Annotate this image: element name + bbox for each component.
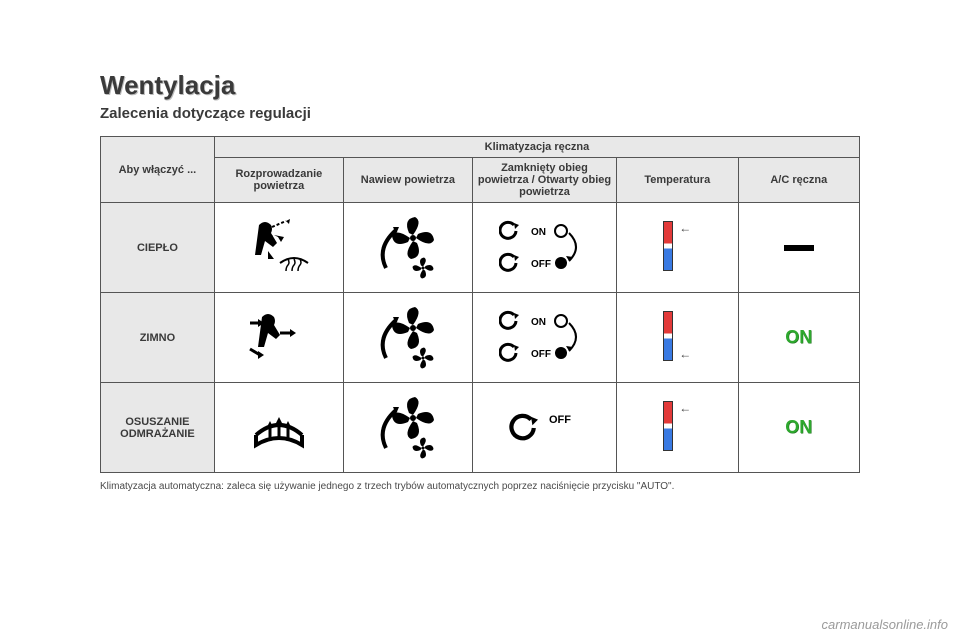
col-flow: Nawiew powietrza — [343, 158, 472, 203]
cold-recirc-icon: ON OFF — [472, 293, 616, 383]
svg-text:ON: ON — [531, 227, 546, 238]
defrost-temp-icon: ← — [617, 383, 738, 473]
row-cold: ZIMNO — [101, 293, 215, 383]
cold-dist-icon — [214, 293, 343, 383]
heat-dist-icon — [214, 203, 343, 293]
svg-text:OFF: OFF — [531, 349, 551, 360]
svg-text:OFF: OFF — [531, 259, 551, 270]
cold-flow-icon — [343, 293, 472, 383]
svg-text:OFF: OFF — [549, 414, 571, 426]
heat-flow-icon — [343, 203, 472, 293]
footnote: Klimatyzacja automatyczna: zaleca się uż… — [100, 481, 860, 492]
row-heat: CIEPŁO — [101, 203, 215, 293]
defrost-flow-icon — [343, 383, 472, 473]
page-subtitle: Zalecenia dotyczące regulacji — [100, 105, 860, 122]
row-defrost: OSUSZANIE ODMRAŻANIE — [101, 383, 215, 473]
col-dist: Rozprowadzanie powietrza — [214, 158, 343, 203]
arrow-hot-icon — [679, 221, 691, 235]
svg-text:ON: ON — [531, 317, 546, 328]
page-title: Wentylacja — [100, 70, 860, 101]
corner-header: Aby włączyć ... — [101, 137, 215, 203]
arrow-cold-icon — [679, 347, 691, 361]
settings-table: Aby włączyć ... Klimatyzacja ręczna Rozp… — [100, 136, 860, 473]
col-temp: Temperatura — [617, 158, 738, 203]
dash-icon — [784, 245, 814, 251]
cold-temp-icon: ← — [617, 293, 738, 383]
on-label: ON — [785, 417, 812, 437]
heat-ac — [738, 203, 859, 293]
defrost-recirc-icon: OFF — [472, 383, 616, 473]
defrost-ac: ON — [738, 383, 859, 473]
on-label: ON — [785, 327, 812, 347]
col-ac: A/C ręczna — [738, 158, 859, 203]
heat-recirc-icon: ON OFF — [472, 203, 616, 293]
heat-temp-icon: ← — [617, 203, 738, 293]
arrow-hot-icon — [679, 401, 691, 415]
col-recirc: Zamknięty obieg powietrza / Otwarty obie… — [472, 158, 616, 203]
cold-ac: ON — [738, 293, 859, 383]
group-header: Klimatyzacja ręczna — [214, 137, 859, 158]
defrost-dist-icon — [214, 383, 343, 473]
watermark: carmanualsonline.info — [822, 617, 948, 632]
